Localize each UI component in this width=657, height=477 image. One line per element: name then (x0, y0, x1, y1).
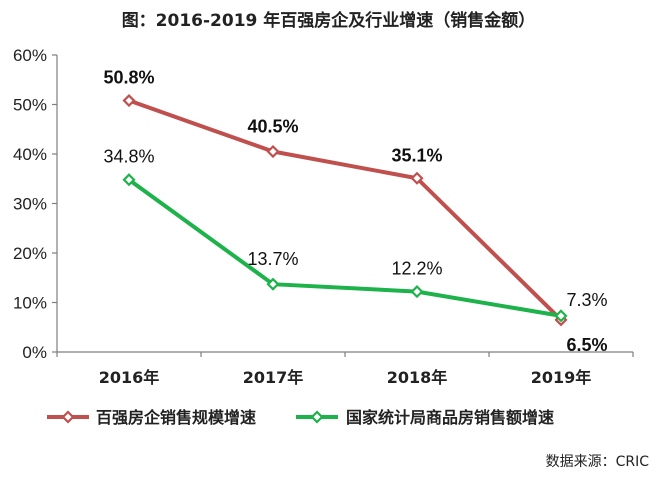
data-label: 50.8% (103, 68, 154, 88)
legend-label-2: 国家统计局商品房销售额增速 (346, 408, 554, 427)
data-label: 35.1% (391, 145, 442, 165)
data-label: 13.7% (247, 249, 298, 269)
x-tick-label: 2019年 (531, 368, 592, 387)
series-point-2 (410, 285, 424, 299)
y-tick-label: 60% (13, 46, 47, 65)
series-point-1 (122, 93, 136, 108)
series-point-2 (554, 309, 568, 323)
x-tick-label: 2017年 (243, 368, 304, 387)
data-label: 12.2% (391, 259, 442, 279)
series-point-2 (266, 277, 280, 291)
y-tick-label: 40% (13, 145, 47, 164)
x-tick-label: 2018年 (387, 368, 448, 387)
y-tick-label: 20% (13, 244, 47, 263)
y-tick-label: 30% (13, 195, 47, 214)
x-tick-label: 2016年 (99, 368, 160, 387)
data-label: 7.3% (566, 290, 607, 310)
series-point-1 (266, 144, 280, 159)
data-label: 34.8% (103, 147, 154, 167)
source-note: 数据来源：CRIC (545, 454, 649, 470)
data-label: 40.5% (247, 117, 298, 137)
y-tick-label: 10% (13, 294, 47, 313)
series-point-1 (410, 171, 424, 185)
series-line-2 (127, 178, 562, 318)
series-point-2 (122, 173, 136, 187)
legend-marker-1 (61, 410, 75, 424)
chart-title: 图：2016-2019 年百强房企及行业增速（销售金额） (121, 11, 536, 31)
data-label: 6.5% (566, 335, 607, 355)
legend-marker-2 (310, 410, 324, 424)
legend-label-1: 百强房企销售规模增速 (96, 408, 256, 427)
y-tick-label: 0% (22, 343, 47, 362)
series-line-1 (128, 98, 563, 322)
y-tick-label: 50% (13, 96, 47, 115)
